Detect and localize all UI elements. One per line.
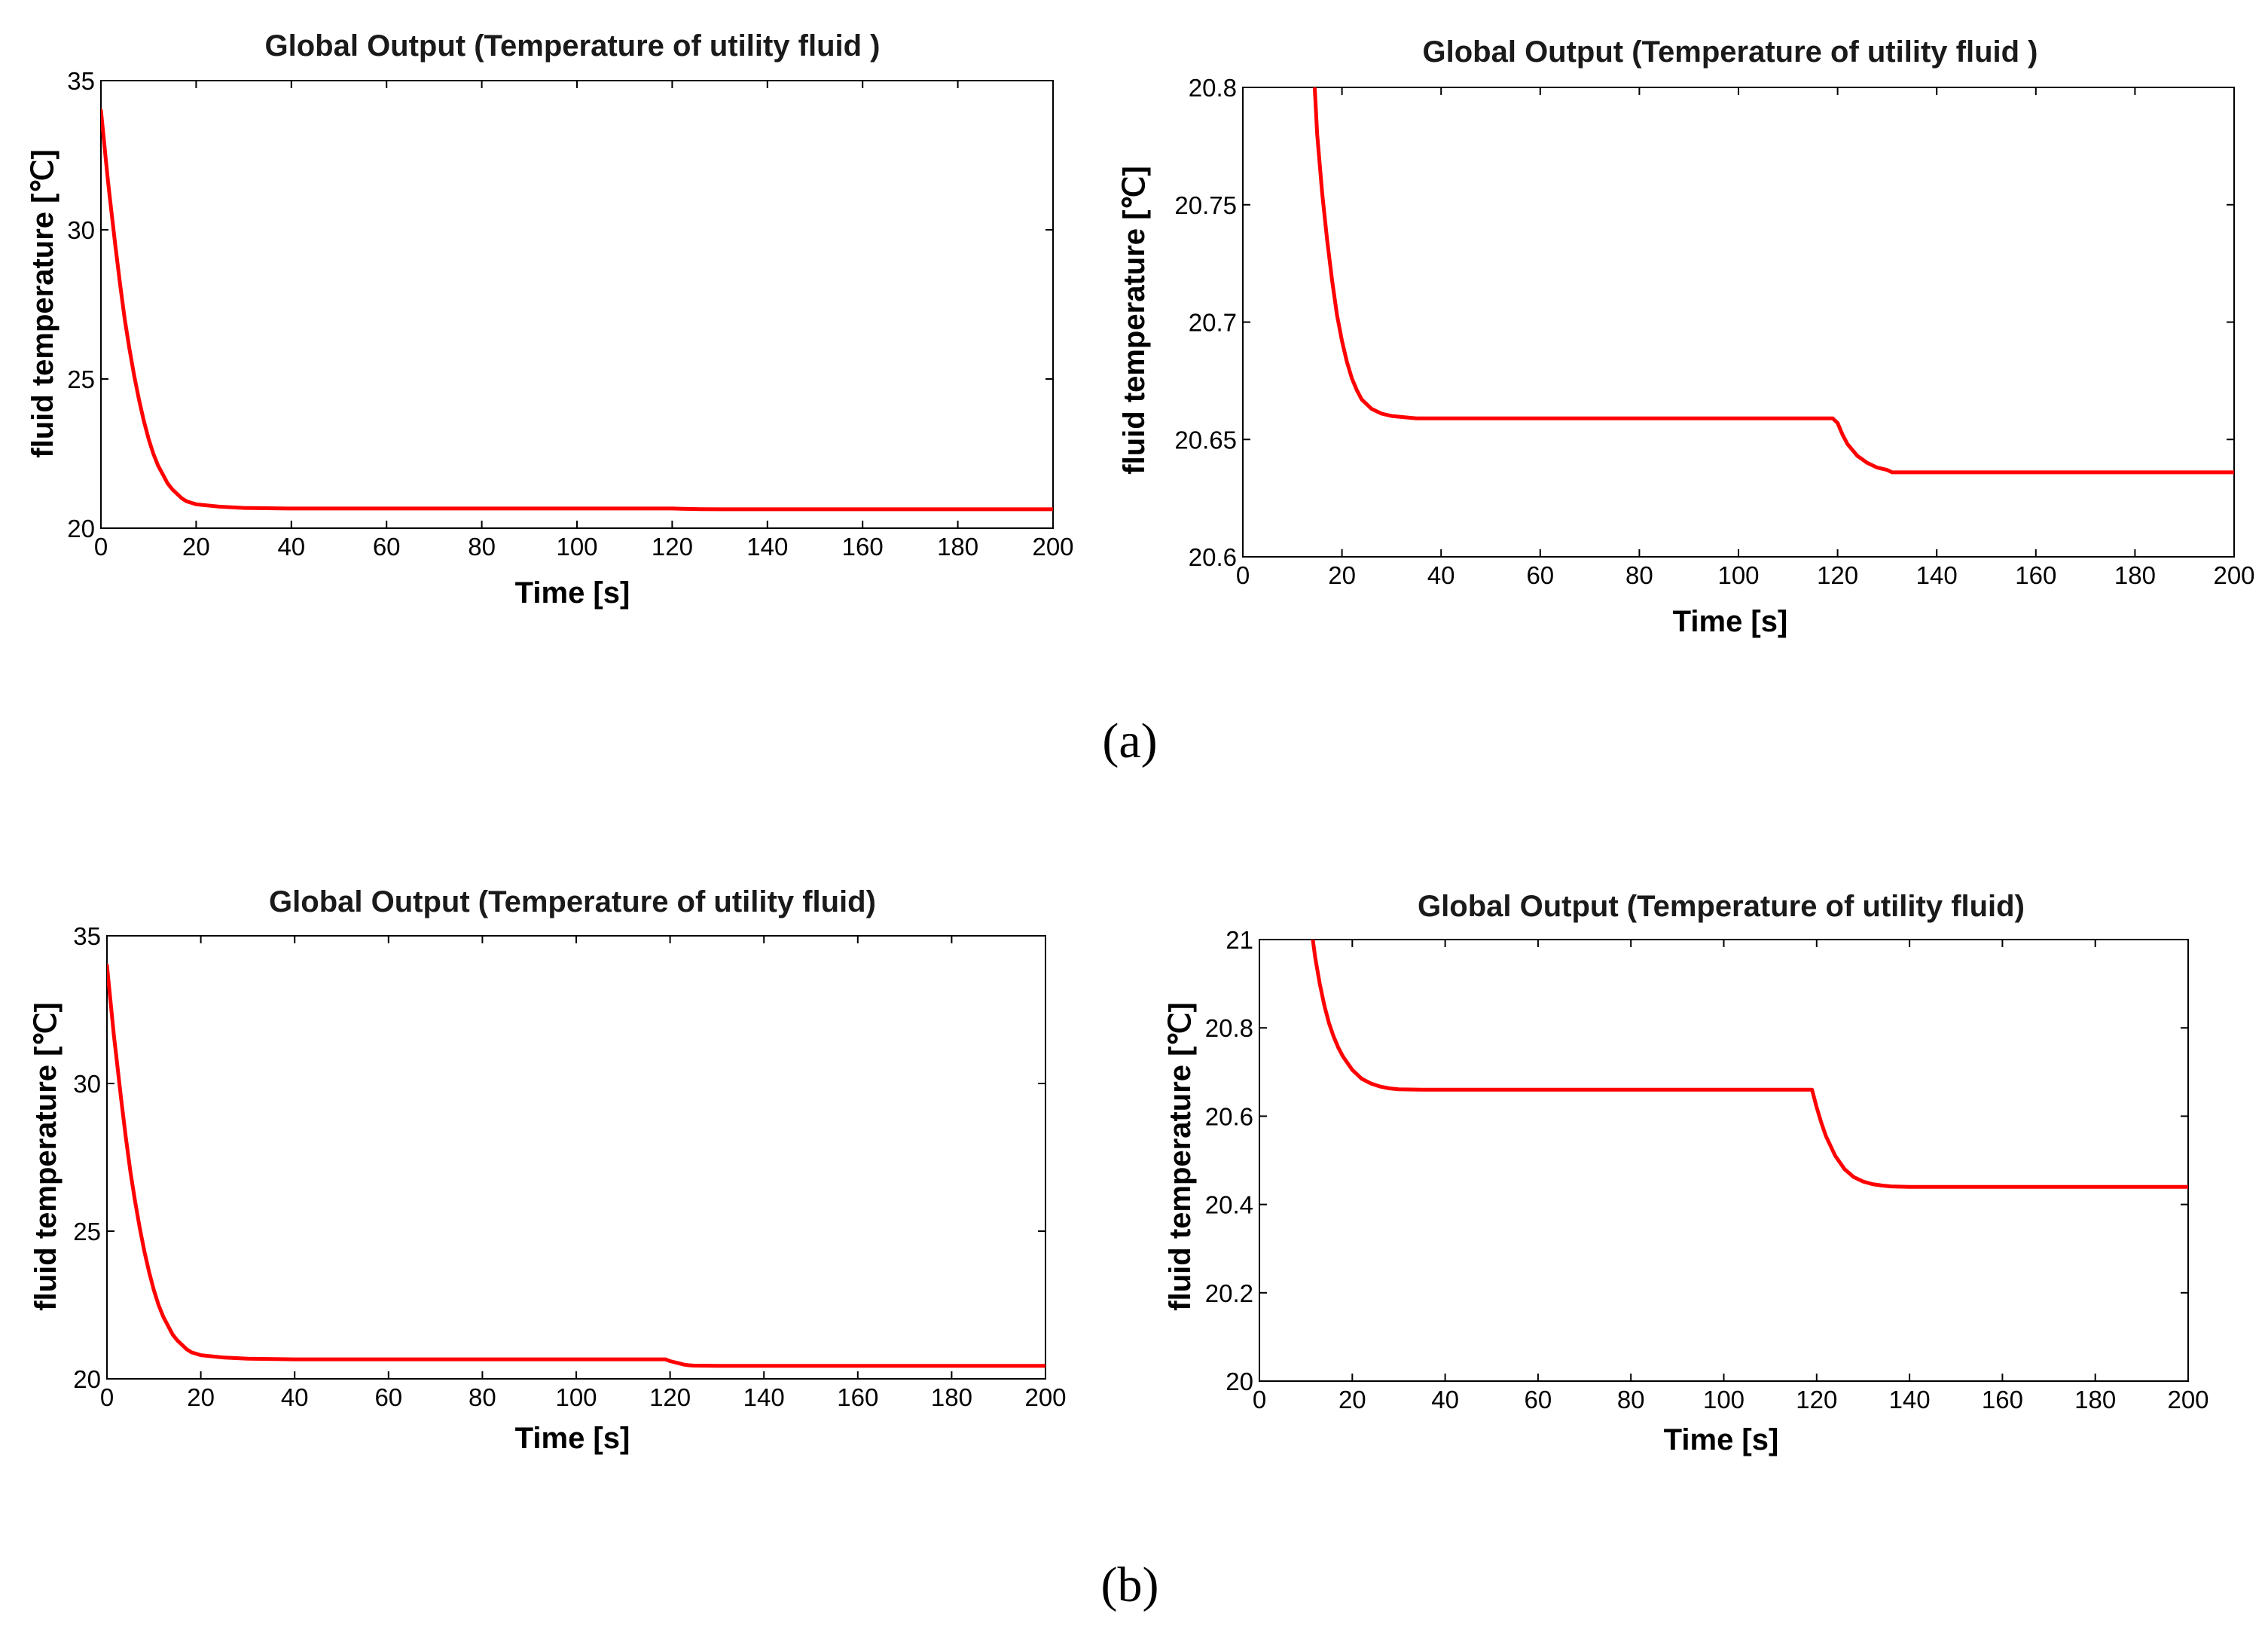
x-tick-label: 200 [2167,1386,2208,1413]
chart-title: Global Output (Temperature of utility fl… [269,885,876,918]
y-tick-label: 20.6 [1205,1102,1253,1130]
x-tick-label: 140 [1889,1386,1931,1413]
x-tick-label: 20 [1339,1386,1366,1413]
series-line [107,963,1045,1368]
y-tick-label: 20.2 [1205,1279,1253,1307]
y-tick-label: 20 [73,1365,101,1393]
x-tick-label: 160 [837,1383,878,1411]
x-tick-label: 40 [281,1383,309,1411]
y-tick-label: 20 [1226,1368,1253,1395]
x-tick-label: 60 [374,1383,402,1411]
chart-title: Global Output (Temperature of utility fl… [265,29,881,63]
x-tick-label: 100 [1703,1386,1744,1413]
y-axis-label: fluid temperature [℃] [1118,166,1151,474]
x-tick-label: 140 [1916,561,1958,589]
x-tick-label: 120 [1817,561,1858,589]
series-line [101,108,1053,512]
x-axis-label: Time [s] [1664,1423,1779,1456]
y-tick-label: 21 [1226,926,1253,954]
y-tick-label: 35 [73,922,101,950]
chart-a-left: Global Output (Temperature of utility fl… [26,29,1074,610]
caption-b: (b) [1101,1557,1159,1612]
y-tick-label: 20.8 [1189,74,1237,102]
x-tick-label: 140 [746,533,788,561]
chart-title: Global Output (Temperature of utility fl… [1418,890,2025,923]
x-tick-label: 160 [1982,1386,2023,1413]
y-axis-label: fluid temperature [℃] [26,149,60,457]
x-tick-label: 100 [555,1383,597,1411]
caption-a-text: (a) [1102,714,1157,769]
x-tick-label: 20 [187,1383,215,1411]
x-tick-label: 0 [1253,1386,1266,1413]
x-tick-label: 180 [931,1383,972,1411]
x-tick-label: 100 [556,533,597,561]
y-tick-label: 20 [67,515,95,542]
y-tick-label: 30 [67,216,95,244]
x-tick-label: 80 [1625,561,1653,589]
x-tick-label: 60 [373,533,401,561]
x-tick-label: 180 [937,533,978,561]
x-tick-label: 180 [2114,561,2156,589]
x-tick-label: 40 [1431,1386,1459,1413]
x-tick-label: 80 [468,533,496,561]
x-tick-label: 60 [1525,1386,1552,1413]
y-tick-label: 20.4 [1205,1191,1253,1219]
y-tick-label: 25 [73,1218,101,1245]
y-tick-label: 20.6 [1189,543,1237,571]
caption-b-text: (b) [1101,1557,1159,1612]
x-tick-label: 200 [1032,533,1073,561]
y-tick-label: 25 [67,365,95,393]
x-tick-label: 0 [1236,561,1250,589]
y-tick-label: 20.75 [1174,191,1237,219]
y-tick-label: 30 [73,1070,101,1098]
x-tick-label: 80 [1617,1386,1645,1413]
x-tick-label: 200 [2213,561,2254,589]
chart-b-left: Global Output (Temperature of utility fl… [29,885,1067,1455]
x-axis-label: Time [s] [515,1422,630,1455]
x-tick-label: 20 [1328,561,1356,589]
series-line [1312,87,2234,475]
x-tick-label: 140 [743,1383,785,1411]
x-tick-label: 40 [1427,561,1455,589]
x-axis-label: Time [s] [515,576,630,610]
x-axis-label: Time [s] [1673,605,1788,638]
caption-a: (a) [1102,714,1157,769]
chart-title: Global Output (Temperature of utility fl… [1423,35,2038,69]
x-tick-label: 60 [1526,561,1554,589]
y-tick-label: 20.7 [1189,309,1237,337]
x-tick-label: 180 [2074,1386,2116,1413]
x-tick-label: 100 [1717,561,1759,589]
y-tick-label: 35 [67,67,95,95]
y-tick-label: 20.65 [1174,426,1237,454]
x-tick-label: 160 [842,533,884,561]
x-tick-label: 20 [182,533,210,561]
x-tick-label: 80 [469,1383,496,1411]
x-tick-label: 120 [649,1383,691,1411]
x-tick-label: 0 [100,1383,114,1411]
x-tick-label: 200 [1024,1383,1066,1411]
x-tick-label: 40 [277,533,305,561]
x-tick-label: 120 [652,533,693,561]
x-tick-label: 0 [94,533,108,561]
y-tick-label: 20.8 [1205,1014,1253,1042]
y-axis-label: fluid temperature [℃] [1164,1002,1197,1310]
x-tick-label: 160 [2015,561,2056,589]
y-axis-label: fluid temperature [℃] [29,1002,63,1310]
chart-b-right: Global Output (Temperature of utility fl… [1164,890,2209,1456]
chart-a-right: Global Output (Temperature of utility fl… [1118,35,2255,638]
x-tick-label: 120 [1796,1386,1837,1413]
series-line [1311,940,2188,1189]
